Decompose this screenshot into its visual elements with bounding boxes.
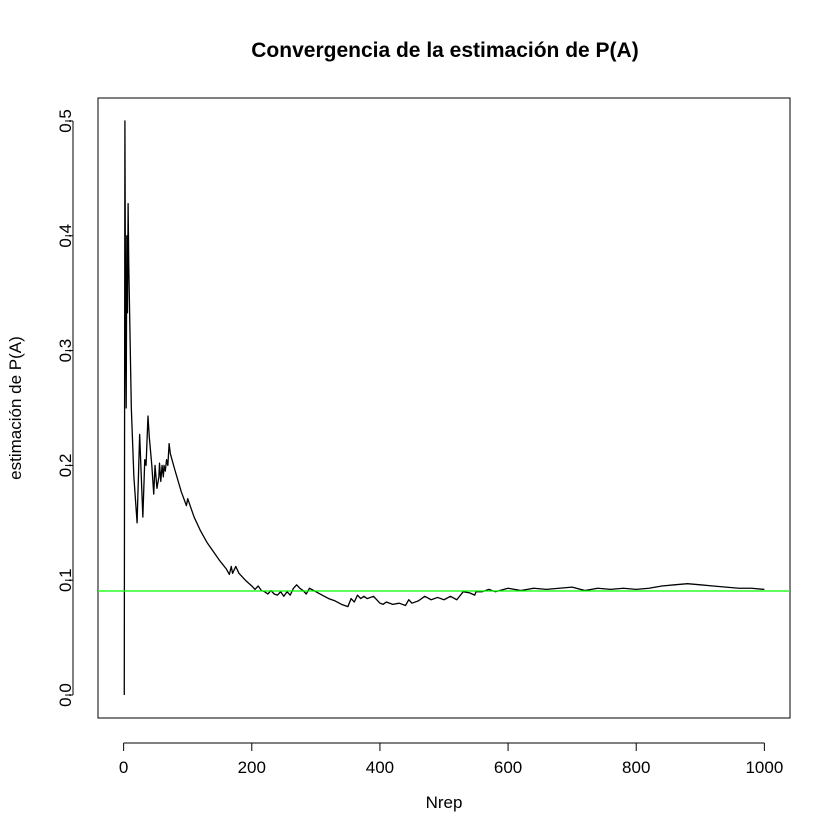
y-tick-label: 0.0 — [56, 683, 75, 707]
series-layer — [98, 120, 790, 696]
x-tick-label: 400 — [366, 758, 394, 777]
x-axis-title: Nrep — [426, 793, 463, 812]
x-tick-label: 800 — [622, 758, 650, 777]
x-axis: 0 200 400 600 800 1000 — [119, 742, 783, 777]
y-axis: 0.0 0.1 0.2 0.3 0.4 0.5 — [56, 109, 75, 707]
estimate-line — [123, 120, 765, 696]
y-tick-label: 0.5 — [56, 109, 75, 133]
y-axis-title: estimación de P(A) — [6, 336, 25, 480]
y-tick-label: 0.3 — [56, 339, 75, 363]
x-tick-label: 1000 — [745, 758, 783, 777]
plot-frame — [97, 97, 791, 719]
y-tick-label: 0.1 — [56, 568, 75, 592]
y-tick-label: 0.2 — [56, 454, 75, 478]
x-tick-label: 200 — [238, 758, 266, 777]
x-tick-label: 600 — [494, 758, 522, 777]
x-tick-label: 0 — [119, 758, 128, 777]
y-tick-label: 0.4 — [56, 224, 75, 248]
chart-title: Convergencia de la estimación de P(A) — [251, 39, 638, 62]
